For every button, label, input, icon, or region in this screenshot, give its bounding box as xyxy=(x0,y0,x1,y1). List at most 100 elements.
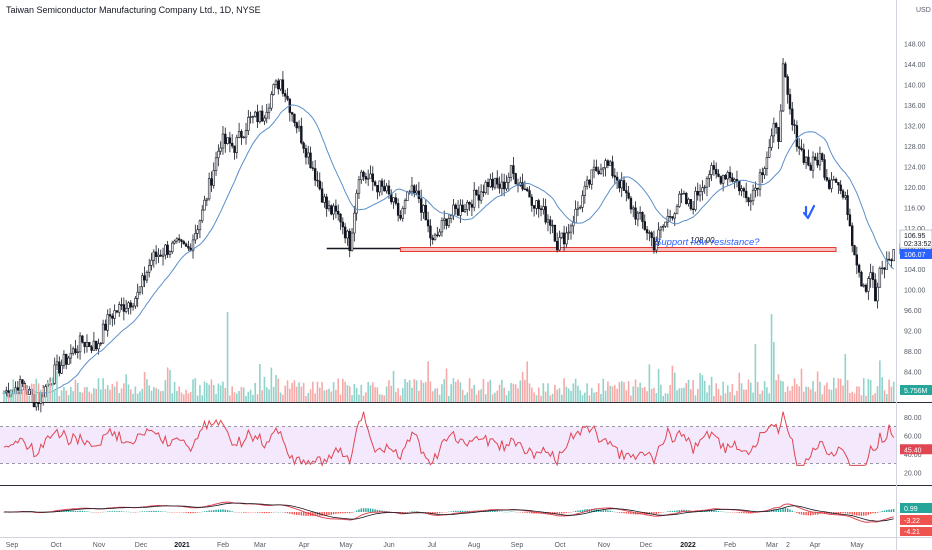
macd-histogram-bar xyxy=(863,512,865,516)
candle-body xyxy=(758,172,762,190)
volume-bar xyxy=(12,379,15,402)
volume-bar xyxy=(141,388,144,402)
candle-body xyxy=(664,221,667,227)
candle-body xyxy=(470,203,474,208)
volume-bar xyxy=(265,387,268,402)
time-tick-label: Sep xyxy=(6,542,19,549)
volume-bar xyxy=(192,379,194,402)
candle-body xyxy=(544,206,547,223)
volume-bar xyxy=(623,382,625,402)
macd-histogram-bar xyxy=(67,510,70,512)
candle-body xyxy=(712,165,716,170)
volume-bar xyxy=(321,382,323,402)
volume-bar xyxy=(388,380,390,402)
candle-body xyxy=(475,189,478,196)
volume-bar xyxy=(422,382,425,402)
macd-histogram-bar xyxy=(229,510,231,512)
macd-histogram-bar xyxy=(524,512,526,513)
candle-body xyxy=(171,242,174,253)
volume-group xyxy=(3,312,895,402)
volume-bar xyxy=(494,392,496,402)
candle-body xyxy=(860,272,863,287)
macd-histogram-bar xyxy=(425,512,427,513)
candle-body xyxy=(258,110,262,123)
volume-bar xyxy=(275,375,277,402)
macd-histogram-bar xyxy=(302,512,305,516)
candle-body xyxy=(67,357,70,365)
candle-body xyxy=(424,205,427,221)
candle-body xyxy=(691,208,695,211)
volume-bar xyxy=(826,382,828,402)
volume-bar xyxy=(123,383,125,402)
macd-histogram-bar xyxy=(750,512,752,514)
candle-body xyxy=(751,189,755,202)
volume-bar xyxy=(701,375,704,402)
volume-bar xyxy=(210,379,213,402)
volume-bar xyxy=(505,395,508,402)
volume-bar xyxy=(484,394,487,402)
volume-bar xyxy=(648,364,651,402)
candle-body xyxy=(604,160,607,169)
volume-bar xyxy=(97,378,100,402)
volume-bar xyxy=(40,389,42,402)
volume-bar xyxy=(448,395,450,402)
candle-body xyxy=(205,198,209,201)
volume-bar xyxy=(397,388,399,402)
macd-histogram-bar xyxy=(775,509,777,512)
candle-body xyxy=(440,220,444,233)
macd-histogram-bar xyxy=(800,512,803,515)
volume-bar xyxy=(212,385,215,402)
candle-body xyxy=(795,125,799,147)
volume-bar xyxy=(872,394,874,402)
volume-bar xyxy=(129,389,132,402)
candle-body xyxy=(825,177,829,181)
candle-body xyxy=(468,202,471,205)
volume-bar xyxy=(616,388,618,402)
candle-body xyxy=(166,244,169,255)
volume-bar xyxy=(33,383,35,402)
candle-body xyxy=(505,182,508,190)
volume-bar xyxy=(715,383,718,402)
volume-bar xyxy=(851,391,854,402)
volume-bar xyxy=(102,378,104,402)
volume-bar xyxy=(127,384,130,402)
last-price-text: 106.95 xyxy=(904,233,926,240)
volume-bar xyxy=(376,387,379,402)
volume-bar xyxy=(660,384,662,402)
volume-bar xyxy=(620,381,623,402)
macd-histogram-bar xyxy=(835,512,837,514)
volume-bar xyxy=(14,387,17,402)
volume-bar xyxy=(106,384,109,402)
volume-bar xyxy=(653,387,655,402)
volume-bar xyxy=(406,382,409,402)
macd-histogram-bar xyxy=(369,508,372,512)
candle-body xyxy=(122,304,126,312)
volume-bar xyxy=(443,379,446,402)
candle-body xyxy=(256,111,259,123)
candle-body xyxy=(99,342,103,345)
volume-bar xyxy=(316,381,319,402)
volume-bar xyxy=(194,378,197,402)
time-tick-label: May xyxy=(850,542,864,549)
macd-histogram-bar xyxy=(740,512,743,514)
candle-body xyxy=(710,165,713,175)
macd-histogram-bar xyxy=(314,512,316,516)
macd-histogram-bar xyxy=(611,511,614,512)
candle-body xyxy=(53,364,56,384)
volume-bar xyxy=(542,383,545,402)
volume-bar xyxy=(360,384,363,402)
macd-histogram-bar xyxy=(607,510,609,512)
volume-bar xyxy=(466,392,469,402)
candle-body xyxy=(565,232,568,245)
candle-body xyxy=(60,365,63,374)
candle-body xyxy=(307,152,310,158)
volume-bar xyxy=(779,380,782,402)
macd-histogram-bar xyxy=(116,511,118,512)
price-tick-label: 96.00 xyxy=(904,308,922,315)
candle-body xyxy=(141,275,144,288)
candle-body xyxy=(802,149,806,163)
candle-body xyxy=(489,178,492,187)
candle-body xyxy=(461,204,464,212)
candle-body xyxy=(120,304,123,306)
